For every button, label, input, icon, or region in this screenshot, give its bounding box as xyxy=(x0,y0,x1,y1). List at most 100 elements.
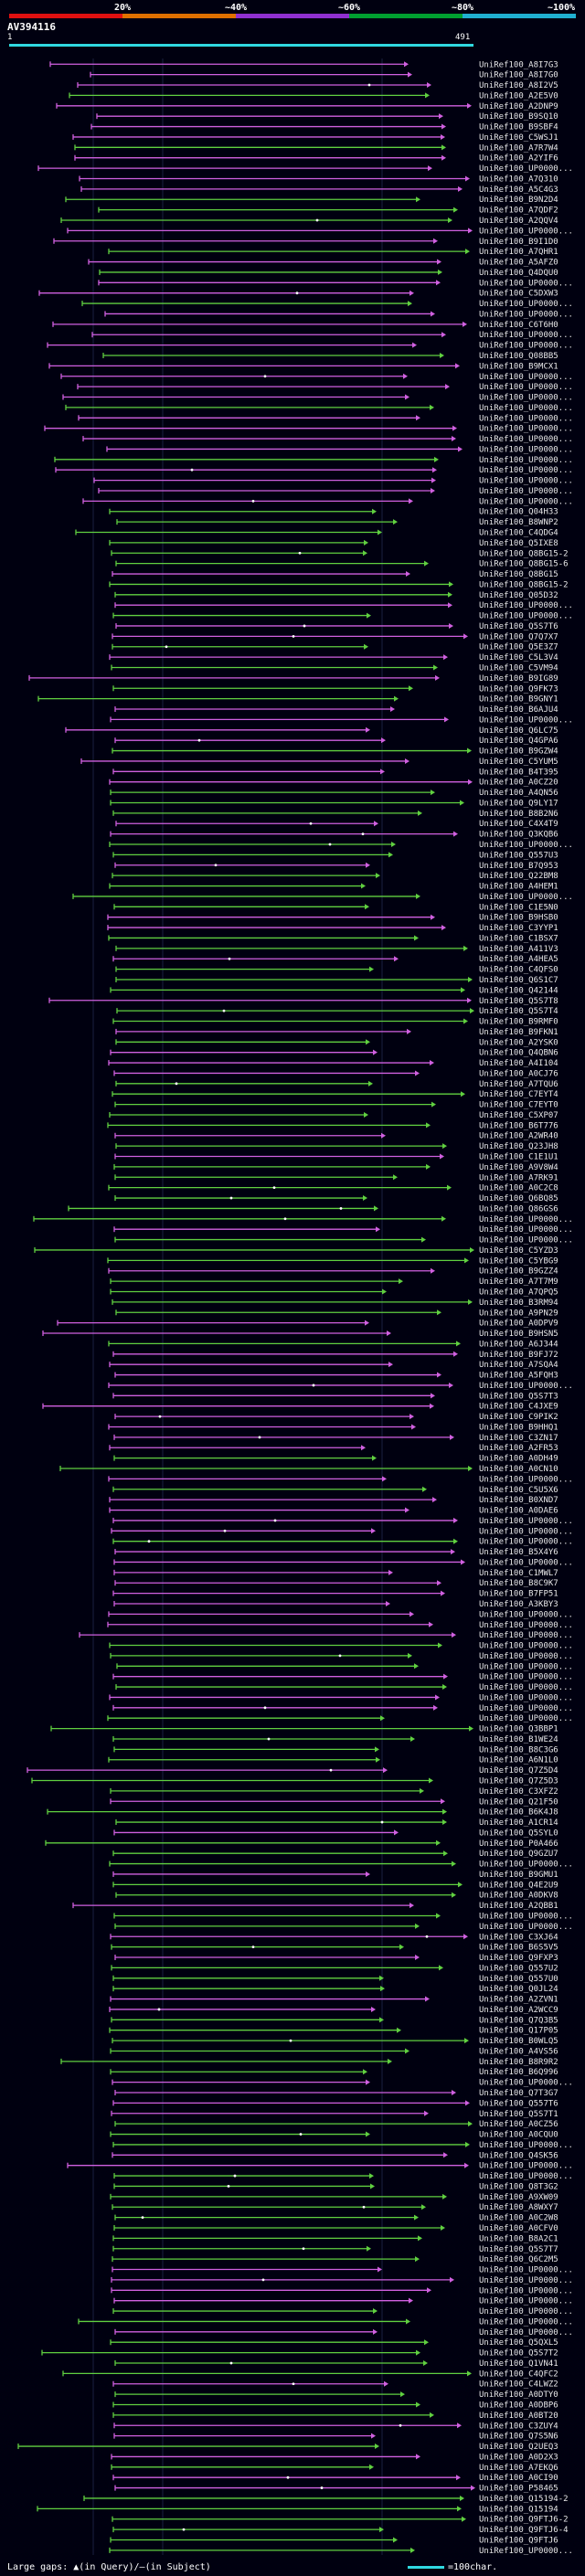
hit-accession-label[interactable]: UniRef100_UP0000... xyxy=(479,841,573,850)
hit-row[interactable]: UniRef100_A4QN56 xyxy=(110,789,558,798)
hit-accession-label[interactable]: UniRef100_C5WSJ1 xyxy=(479,133,558,143)
hit-accession-label[interactable]: UniRef100_A0DTY0 xyxy=(479,2390,558,2400)
hit-accession-label[interactable]: UniRef100_UP0000... xyxy=(479,1662,573,1671)
hit-accession-label[interactable]: UniRef100_Q22BM8 xyxy=(479,872,558,881)
hit-accession-label[interactable]: UniRef100_B9GMU1 xyxy=(479,1871,558,1880)
hit-accession-label[interactable]: UniRef100_C4QDG4 xyxy=(479,529,558,538)
hit-row[interactable]: UniRef100_Q9LY17 xyxy=(110,799,558,808)
hit-row[interactable]: UniRef100_Q4E2U9 xyxy=(112,1881,558,1890)
hit-accession-label[interactable]: UniRef100_A0C2C8 xyxy=(479,1184,558,1193)
hit-accession-label[interactable]: UniRef100_UP0000... xyxy=(479,414,573,423)
hit-accession-label[interactable]: UniRef100_Q2UEQ3 xyxy=(479,2443,558,2452)
hit-row[interactable]: UniRef100_Q6C2M5 xyxy=(112,2255,558,2264)
hit-row[interactable]: UniRef100_B6T776 xyxy=(107,1121,558,1130)
hit-accession-label[interactable]: UniRef100_Q8T3G2 xyxy=(479,2182,558,2191)
hit-accession-label[interactable]: UniRef100_UP0000... xyxy=(479,456,573,465)
hit-row[interactable]: UniRef100_A9PN29 xyxy=(115,1309,558,1318)
hit-accession-label[interactable]: UniRef100_Q5IXE8 xyxy=(479,539,558,548)
hit-accession-label[interactable]: UniRef100_B6K4J8 xyxy=(479,1808,558,1818)
hit-row[interactable]: UniRef100_UP0000... xyxy=(108,1382,573,1391)
hit-row[interactable]: UniRef100_Q5S7T4 xyxy=(116,1007,558,1016)
hit-accession-label[interactable]: UniRef100_C5YBG9 xyxy=(479,1256,558,1266)
hit-row[interactable]: UniRef100_Q5S7T2 xyxy=(41,2349,558,2359)
hit-accession-label[interactable]: UniRef100_UP0000... xyxy=(479,2172,573,2181)
hit-row[interactable]: UniRef100_Q8BG15 xyxy=(112,570,558,579)
hit-accession-label[interactable]: UniRef100_Q5E3Z7 xyxy=(479,643,558,652)
hit-accession-label[interactable]: UniRef100_Q9FTJ6-2 xyxy=(479,2516,569,2525)
hit-row[interactable]: UniRef100_B9GMU1 xyxy=(112,1871,558,1880)
hit-row[interactable]: UniRef100_UP0000... xyxy=(82,435,573,444)
hit-row[interactable]: UniRef100_Q9FK73 xyxy=(112,684,558,694)
hit-accession-label[interactable]: UniRef100_Q05D32 xyxy=(479,591,558,600)
hit-accession-label[interactable]: UniRef100_A5FQH3 xyxy=(479,1372,558,1381)
hit-accession-label[interactable]: UniRef100_A0DH49 xyxy=(479,1455,558,1464)
hit-row[interactable]: UniRef100_A4HEM1 xyxy=(109,883,558,892)
hit-row[interactable]: UniRef100_C3XJ64 xyxy=(110,1933,558,1942)
hit-row[interactable]: UniRef100_UP0000... xyxy=(110,1652,573,1661)
hit-row[interactable]: UniRef100_Q8T3G2 xyxy=(113,2182,558,2191)
hit-row[interactable]: UniRef100_UP0000... xyxy=(79,1631,573,1640)
hit-accession-label[interactable]: UniRef100_A411V3 xyxy=(479,945,558,954)
hit-row[interactable]: UniRef100_A2QBB1 xyxy=(72,1902,558,1911)
hit-row[interactable]: UniRef100_A9V8W4 xyxy=(113,1163,558,1172)
hit-row[interactable]: UniRef100_UP0000... xyxy=(113,1558,573,1567)
hit-accession-label[interactable]: UniRef100_UP0000... xyxy=(479,487,573,496)
hit-accession-label[interactable]: UniRef100_B9RMF0 xyxy=(479,1018,558,1027)
hit-row[interactable]: UniRef100_A0DH49 xyxy=(113,1455,558,1464)
hit-row[interactable]: UniRef100_C6T6H0 xyxy=(52,321,558,330)
hit-row[interactable]: UniRef100_Q2UEQ3 xyxy=(17,2443,558,2452)
hit-row[interactable]: UniRef100_Q7S5N6 xyxy=(113,2433,558,2442)
hit-accession-label[interactable]: UniRef100_UP0000... xyxy=(479,435,573,444)
hit-row[interactable]: UniRef100_UP0000... xyxy=(112,2141,573,2150)
hit-row[interactable]: UniRef100_Q7Q3B5 xyxy=(111,2016,558,2025)
hit-row[interactable]: UniRef100_A7EKQ6 xyxy=(111,2464,558,2473)
hit-row[interactable]: UniRef100_A8I2V5 xyxy=(77,81,558,90)
hit-row[interactable]: UniRef100_Q9FTJ6 xyxy=(110,2536,558,2545)
hit-accession-label[interactable]: UniRef100_UP0000... xyxy=(479,2328,573,2337)
hit-row[interactable]: UniRef100_UP0000... xyxy=(82,497,573,506)
hit-accession-label[interactable]: UniRef100_A2WR40 xyxy=(479,1132,558,1141)
hit-row[interactable]: UniRef100_UP0000... xyxy=(112,1517,573,1526)
hit-row[interactable]: UniRef100_Q7Z5D3 xyxy=(31,1777,558,1786)
hit-accession-label[interactable]: UniRef100_B5X4Y6 xyxy=(479,1548,558,1557)
hit-accession-label[interactable]: UniRef100_C4X4T9 xyxy=(479,820,558,829)
hit-row[interactable]: UniRef100_UP0000... xyxy=(109,1693,573,1702)
hit-accession-label[interactable]: UniRef100_Q5SYL0 xyxy=(479,1829,558,1838)
hit-row[interactable]: UniRef100_Q15194-2 xyxy=(83,2495,569,2504)
hit-row[interactable]: UniRef100_C4QFC2 xyxy=(62,2369,558,2379)
hit-row[interactable]: UniRef100_Q557T6 xyxy=(112,2099,558,2108)
hit-accession-label[interactable]: UniRef100_UP0000... xyxy=(479,1673,573,1682)
hit-accession-label[interactable]: UniRef100_UP0000... xyxy=(479,373,573,382)
hit-accession-label[interactable]: UniRef100_Q23JH8 xyxy=(479,1142,558,1151)
hit-accession-label[interactable]: UniRef100_A8I7G0 xyxy=(479,71,558,80)
hit-row[interactable]: UniRef100_B9FKN1 xyxy=(115,1028,558,1037)
hit-accession-label[interactable]: UniRef100_A5C4G3 xyxy=(479,186,558,195)
hit-accession-label[interactable]: UniRef100_UP0000... xyxy=(479,601,573,610)
hit-row[interactable]: UniRef100_A7QPQ5 xyxy=(110,1288,558,1297)
hit-accession-label[interactable]: UniRef100_UP0000... xyxy=(479,2307,573,2316)
hit-accession-label[interactable]: UniRef100_A4VS56 xyxy=(479,2047,558,2056)
hit-accession-label[interactable]: UniRef100_Q7Z5D3 xyxy=(479,1777,558,1786)
hit-accession-label[interactable]: UniRef100_C7EYT0 xyxy=(479,1101,558,1110)
hit-row[interactable]: UniRef100_A2WR40 xyxy=(114,1132,558,1141)
hit-row[interactable]: UniRef100_A0CJ76 xyxy=(113,1069,558,1078)
hit-row[interactable]: UniRef100_C3ZN17 xyxy=(113,1434,558,1443)
hit-accession-label[interactable]: UniRef100_UP0000... xyxy=(479,1610,573,1619)
hit-accession-label[interactable]: UniRef100_C3YYP1 xyxy=(479,924,558,933)
hit-row[interactable]: UniRef100_Q6LC75 xyxy=(65,726,558,736)
hit-accession-label[interactable]: UniRef100_UP0000... xyxy=(479,1912,573,1921)
hit-accession-label[interactable]: UniRef100_UP0000... xyxy=(479,1631,573,1640)
hit-row[interactable]: UniRef100_UP0000... xyxy=(113,2297,573,2306)
hit-accession-label[interactable]: UniRef100_A4HEA5 xyxy=(479,955,558,964)
hit-accession-label[interactable]: UniRef100_Q6S1C7 xyxy=(479,976,558,985)
hit-accession-label[interactable]: UniRef100_A2QBB1 xyxy=(479,1902,558,1911)
hit-row[interactable]: UniRef100_UP0000... xyxy=(60,373,573,382)
hit-row[interactable]: UniRef100_Q8BG15-6 xyxy=(115,560,569,569)
hit-accession-label[interactable]: UniRef100_Q8BG15 xyxy=(479,570,558,579)
hit-accession-label[interactable]: UniRef100_C5DXW3 xyxy=(479,290,558,299)
hit-accession-label[interactable]: UniRef100_C4JXE9 xyxy=(479,1403,558,1412)
hit-row[interactable]: UniRef100_B8B2N6 xyxy=(112,810,558,819)
hit-accession-label[interactable]: UniRef100_Q8BG15-2 xyxy=(479,580,569,589)
hit-row[interactable]: UniRef100_A8I7G3 xyxy=(49,60,558,69)
hit-accession-label[interactable]: UniRef100_A8WXY7 xyxy=(479,2203,558,2212)
